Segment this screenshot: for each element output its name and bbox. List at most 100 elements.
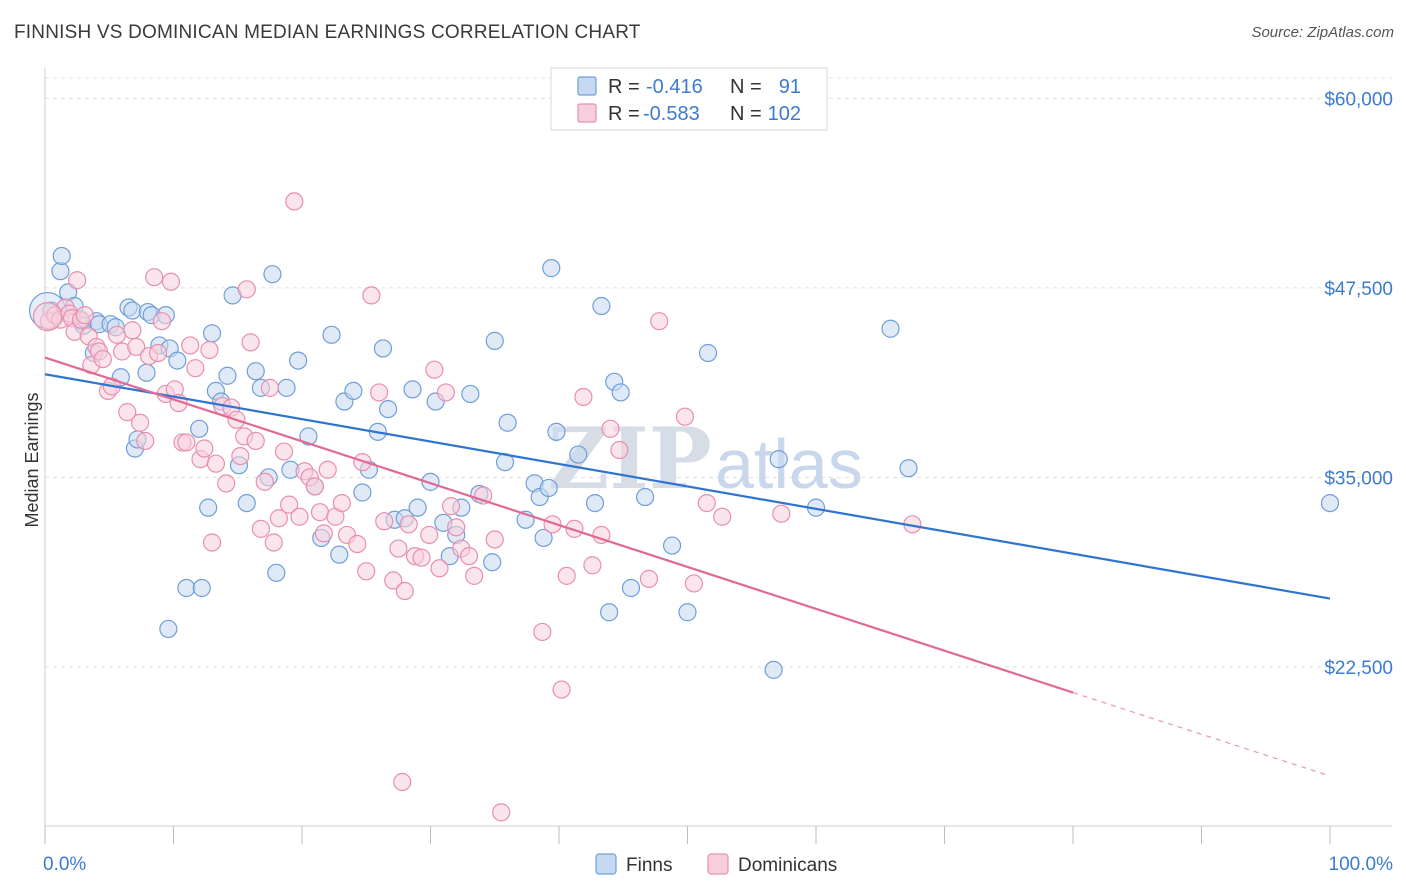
point-dominicans-49 [246,431,265,451]
point-dominicans-108 [772,504,791,523]
legend-finns-r-label: R = [608,76,640,98]
point-finns-50 [344,381,363,401]
series-dominicans [32,192,922,822]
point-finns-85 [621,578,641,598]
legend-frame [550,67,828,131]
point-finns-90 [764,660,783,679]
point-finns-76 [539,478,558,498]
point-dominicans-93 [543,515,562,534]
point-finns-39 [263,265,282,284]
point-dominicans-87 [459,547,479,566]
point-finns-47 [322,325,341,344]
point-finns-29 [202,324,222,343]
point-dominicans-96 [565,519,584,538]
point-dominicans-9 [75,306,94,325]
point-dominicans-27 [152,312,172,331]
point-dominicans-103 [650,312,669,331]
point-finns-54 [373,339,393,358]
point-finns-77 [542,259,561,278]
point-dominicans-94 [552,680,571,699]
point-dominicans-63 [314,524,333,543]
point-finns-41 [277,378,296,397]
point-dominicans-107 [713,507,732,526]
point-dominicans-38 [200,340,219,360]
point-finns-89 [698,343,718,363]
point-dominicans-47 [237,280,256,299]
legend-dominicans-n-value: 102 [768,103,801,125]
point-finns-69 [485,331,504,350]
point-finns-68 [483,553,502,572]
point-finns-93 [881,319,900,338]
point-finns-14 [123,301,142,320]
legend-dominicans-r-label: R = [608,103,640,125]
point-dominicans-81 [425,360,444,379]
point-dominicans-42 [217,474,236,493]
point-dominicans-106 [697,493,716,513]
point-dominicans-70 [357,562,376,581]
x-tick-label-1: 100.0% [1329,854,1394,875]
point-finns-26 [190,419,209,438]
point-dominicans-53 [264,533,283,552]
point-finns-58 [403,380,422,399]
point-dominicans-84 [441,497,461,516]
point-dominicans-66 [332,493,351,513]
legend-box: R = -0.416 N = 91 R = -0.583 N = 102 [550,67,828,131]
point-finns-78 [547,422,566,441]
legend-finns-n-label: N = [730,76,762,98]
source-label: Source: ZipAtlas.com [1251,24,1394,41]
y-tick-labels: $22,500 $35,000 $47,500 $60,000 [1324,89,1393,679]
point-dominicans-20 [123,321,142,340]
point-dominicans-58 [290,507,309,526]
point-dominicans-34 [181,336,200,355]
point-dominicans-29 [161,272,181,291]
point-dominicans-52 [260,378,279,397]
point-dominicans-75 [389,539,408,558]
trend-line-dominicans [44,356,1074,694]
point-finns-87 [662,536,682,555]
point-finns-75 [534,528,553,548]
legend-dominicans-r-value: -0.583 [643,103,700,125]
point-dominicans-54 [269,509,288,528]
y-tick-label-2: $47,500 [1324,279,1393,300]
point-finns-40 [267,563,286,582]
point-finns-81 [592,296,611,316]
point-finns-27 [192,578,211,598]
point-dominicans-79 [412,548,431,567]
point-dominicans-68 [348,534,367,554]
y-tick-label-0: $22,500 [1324,658,1393,679]
bottom-legend-finns-label: Finns [626,855,672,876]
legend-dominicans-n-label: N = [730,103,762,125]
point-dominicans-83 [436,383,456,402]
point-finns-43 [289,351,308,370]
point-dominicans-92 [533,622,552,642]
point-finns-48 [330,545,349,564]
point-dominicans-105 [684,574,704,593]
point-dominicans-7 [68,271,87,290]
point-dominicans-37 [195,439,214,458]
point-dominicans-56 [280,495,299,514]
point-dominicans-62 [310,503,330,522]
point-dominicans-39 [202,533,222,552]
point-finns-51 [353,483,372,502]
legend-finns-swatch [577,76,597,96]
point-dominicans-104 [675,407,695,426]
point-dominicans-91 [492,803,511,822]
point-dominicans-22 [130,413,150,432]
point-dominicans-72 [370,383,389,402]
legend-finns-r-value: -0.416 [646,76,703,98]
point-dominicans-33 [177,433,196,452]
x-tick-label-0: 0.0% [43,854,86,875]
point-finns-91 [769,450,788,469]
point-dominicans-76 [395,581,414,601]
trend-lines [44,356,1331,777]
point-dominicans-25 [145,268,164,287]
point-finns-35 [237,493,256,513]
point-dominicans-40 [206,454,226,473]
point-dominicans-102 [639,569,659,588]
point-finns-23 [159,619,178,639]
trend-line-finns [44,373,1331,600]
point-finns-55 [378,400,398,419]
point-dominicans-82 [430,559,449,578]
bottom-legend: Finns Dominicans [595,853,837,876]
point-dominicans-101 [610,440,629,460]
